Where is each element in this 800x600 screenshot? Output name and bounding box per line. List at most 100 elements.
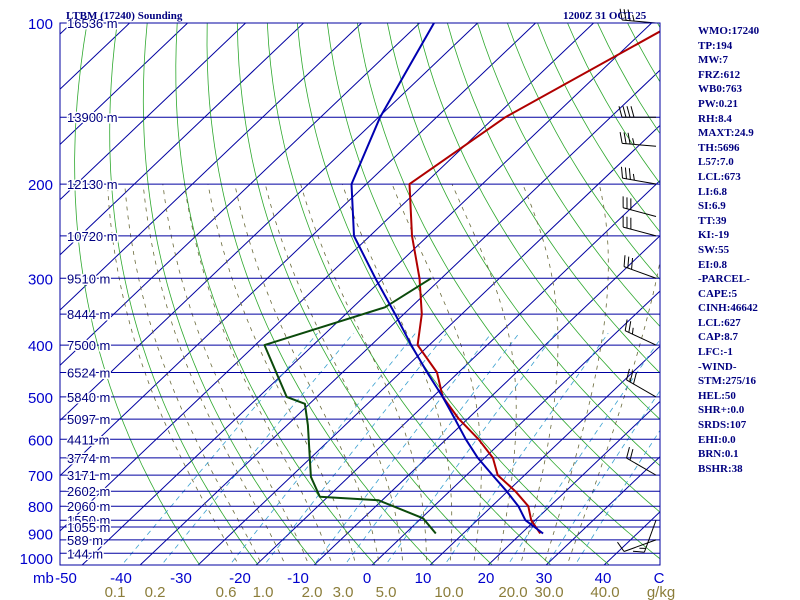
wind-barb-flag (622, 106, 627, 118)
mixing-ratio-line (507, 338, 660, 565)
mixing-ratio-tick-label: 0.1 (105, 584, 126, 600)
wind-barb-flag (632, 372, 637, 385)
moist-adiabat-line (107, 184, 240, 565)
index-row: PW:0.21 (698, 97, 739, 110)
wind-barb-staff (623, 539, 657, 552)
height-label: 144 m (67, 546, 103, 561)
indices-panel: WMO:17240 TP:194 MW:7 FRZ:612 WB0:763 PW:0.21… (698, 24, 798, 476)
wind-barb-flag (631, 257, 634, 270)
plot-frame (59, 22, 661, 566)
height-label: 5097 m (67, 412, 110, 427)
index-row: SW:55 (698, 243, 730, 256)
wind-barb-staff (643, 520, 657, 553)
temperature-tick-label: 40 (595, 570, 612, 587)
sounding-profiles (263, 23, 660, 535)
wind-barb-flag (626, 106, 631, 118)
height-label: 16536 m (67, 16, 118, 31)
moist-adiabat-line (566, 259, 660, 565)
temperature-tick-label: -30 (170, 570, 192, 587)
index-row: LCL:673 (698, 170, 741, 183)
plot-background (60, 23, 660, 565)
height-label: 8444 m (67, 307, 110, 322)
index-row: WB0:763 (698, 83, 742, 96)
wind-barb-half-flag (632, 138, 635, 145)
wind-barb-flag (623, 255, 626, 267)
index-row: LFC:-1 (698, 346, 733, 359)
index-row: CAPE:5 (698, 287, 738, 300)
isotherm-line (60, 23, 479, 422)
index-row: MAXT:24.9 (698, 127, 754, 140)
isotherm-line (60, 23, 421, 366)
index-row: TH:5696 (698, 141, 740, 154)
wind-barb-flag (623, 9, 627, 21)
index-row: HEL:50 (698, 389, 736, 402)
index-row: STM:275/16 (698, 375, 757, 388)
pressure-tick-label: 100 (28, 16, 53, 33)
wind-barb-flag (628, 168, 631, 180)
temperature-unit-label: C (654, 570, 665, 587)
wind-barb-column (617, 8, 657, 553)
mixing-ratio-line (385, 332, 556, 565)
wind-barb-staff (626, 379, 657, 398)
mixing-ratio-line (574, 429, 660, 565)
height-label: 2602 m (67, 484, 110, 499)
temperature-tick-label: -40 (110, 570, 132, 587)
wind-barb-half-flag (632, 14, 635, 22)
wind-barb-flag (617, 541, 625, 552)
mixing-ratio-line (344, 332, 520, 565)
wind-barb-flag (630, 106, 635, 118)
station-title: LTBM (17240) Sounding (66, 10, 183, 22)
moist-adiabat-line (520, 183, 559, 565)
index-row: LCL:627 (698, 316, 741, 329)
height-label: 1550 m (67, 513, 110, 528)
wind-barb-staff (626, 457, 657, 476)
wind-barb-flag (629, 370, 634, 383)
index-row: CINH:46642 (698, 302, 758, 315)
height-label: 2060 m (67, 499, 110, 514)
height-label: 5840 m (67, 390, 110, 405)
temperature-tick-label: 10 (415, 570, 432, 587)
parcel-profile (350, 23, 544, 535)
index-row: EHI:0.0 (698, 433, 736, 446)
pressure-tick-label: 1000 (20, 551, 53, 568)
height-label: 6524 m (67, 366, 110, 381)
isotherm-line (0, 13, 24, 568)
index-row: WMO:17240 (698, 25, 760, 37)
pressure-tick-label: 300 (28, 271, 53, 288)
pressure-tick-label: 600 (28, 432, 53, 449)
isotherm-line (60, 23, 305, 256)
height-label: 13900 m (67, 110, 118, 125)
mixing-ratio-line (229, 332, 416, 565)
height-label: 3171 m (67, 468, 110, 483)
moist-adiabat-line (234, 184, 380, 565)
pressure-tick-label: 800 (28, 499, 53, 516)
wind-barb-flag (627, 256, 630, 269)
wind-barb-staff (623, 266, 657, 279)
isotherm-line (60, 23, 189, 146)
index-row: CAP:8.7 (698, 331, 739, 344)
isotherm-line (60, 23, 247, 201)
index-row: BSHR:38 (698, 462, 743, 475)
wind-barb-flag (629, 448, 634, 461)
mixing-ratio-tick-label: 10.0 (434, 584, 463, 600)
index-row: TT:39 (698, 214, 727, 227)
wind-barb-flag (626, 446, 630, 459)
index-row: SHR+:0.0 (698, 404, 745, 417)
pressure-unit-label: mb (33, 570, 54, 587)
temperature-tick-label: 0 (363, 570, 371, 587)
moist-adiabat-line (451, 183, 517, 565)
pressure-tick-label: 900 (28, 527, 53, 544)
pressure-tick-label: 700 (28, 468, 53, 485)
height-label: 589 m (67, 533, 103, 548)
index-row: TP:194 (698, 39, 733, 52)
mixing-ratio-tick-label: 0.2 (145, 584, 166, 600)
mixing-ratio-unit-label: g/kg (647, 584, 675, 600)
wind-barb-flag (623, 132, 627, 144)
isobar-lines (60, 23, 660, 554)
height-label: 12130 m (67, 177, 118, 192)
mixing-ratio-tick-label: 20.0 (498, 584, 527, 600)
index-row: BRN:0.1 (698, 448, 739, 461)
index-row: LI:6.8 (698, 185, 728, 198)
wind-barb-staff (623, 207, 657, 218)
